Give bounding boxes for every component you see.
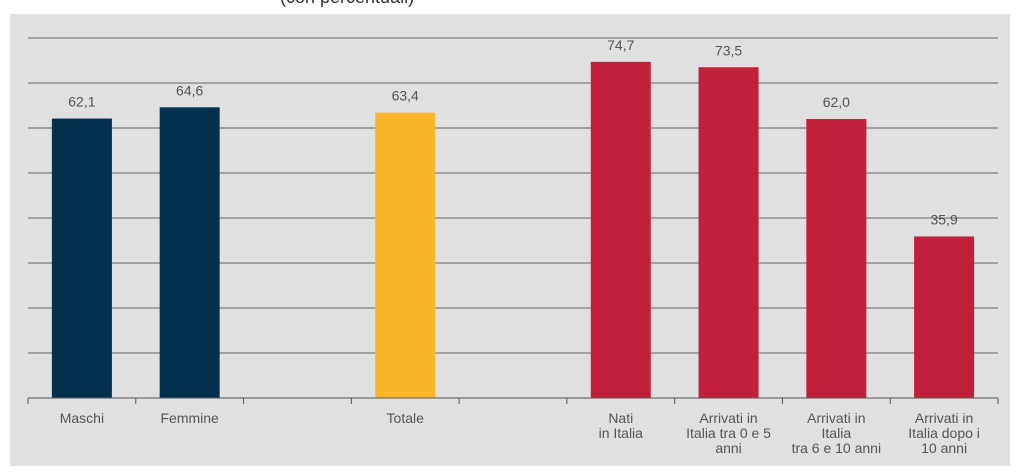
- bars: [51, 61, 975, 399]
- x-tick-label-line: 10 anni: [921, 440, 967, 456]
- x-tick-label-line: Italia dopo i: [908, 425, 980, 441]
- x-tick-label-line: Femmine: [160, 410, 219, 426]
- x-tick-label: Arrivati in Italia tra 0 e 5 anni: [686, 410, 771, 456]
- bar: [590, 61, 651, 398]
- data-label: 63,4: [392, 88, 419, 104]
- data-label: 74,7: [607, 37, 634, 53]
- bar: [698, 67, 759, 398]
- bar: [375, 112, 436, 398]
- category-labels: Maschi Femmine Totale Nati in Italia Arrivati…: [60, 410, 980, 456]
- x-tick-label-line: Nati: [608, 410, 633, 426]
- x-axis: [27, 397, 999, 404]
- data-label: 64,6: [176, 82, 203, 98]
- x-tick-label: Nati in Italia: [599, 410, 644, 441]
- x-tick-label-line: Arrivati in: [915, 410, 973, 426]
- data-label: 73,5: [715, 42, 742, 58]
- top-fragment-text: (con percentuali): [280, 0, 414, 8]
- data-label: 62,0: [823, 94, 850, 110]
- bar: [914, 236, 975, 398]
- value-labels: 62,1 64,6 63,4 74,7 73,5 62,0 35,9: [68, 37, 958, 228]
- x-tick-label: Arrivati in Italia tra 6 e 10 anni: [792, 410, 882, 456]
- x-tick-label: Maschi: [60, 410, 104, 426]
- bar-chart: 62,1 64,6 63,4 74,7 73,5 62,0 35,9 Maschi Femmi…: [27, 37, 999, 456]
- x-tick-label-line: tra 6 e 10 anni: [792, 440, 882, 456]
- bar: [806, 119, 867, 398]
- x-tick-label: Totale: [387, 410, 425, 426]
- top-fragment: (con percentuali): [0, 0, 1020, 14]
- x-tick-label-line: anni: [715, 440, 741, 456]
- x-tick-label-line: in Italia: [599, 425, 644, 441]
- bar: [51, 118, 112, 399]
- x-tick-label: Arrivati in Italia dopo i 10 anni: [908, 410, 980, 456]
- x-tick-label-line: Arrivati in: [699, 410, 757, 426]
- bar: [159, 107, 220, 399]
- x-tick-label-line: Arrivati in: [807, 410, 865, 426]
- x-tick-label-line: Italia tra 0 e 5: [686, 425, 771, 441]
- x-tick-label-line: Totale: [387, 410, 425, 426]
- data-label: 62,1: [68, 94, 95, 110]
- chart-panel: 62,1 64,6 63,4 74,7 73,5 62,0 35,9 Maschi Femmi…: [10, 14, 1010, 466]
- x-tick-label: Femmine: [160, 410, 219, 426]
- data-label: 35,9: [930, 211, 957, 227]
- x-tick-label-line: Italia: [822, 425, 852, 441]
- x-tick-label-line: Maschi: [60, 410, 104, 426]
